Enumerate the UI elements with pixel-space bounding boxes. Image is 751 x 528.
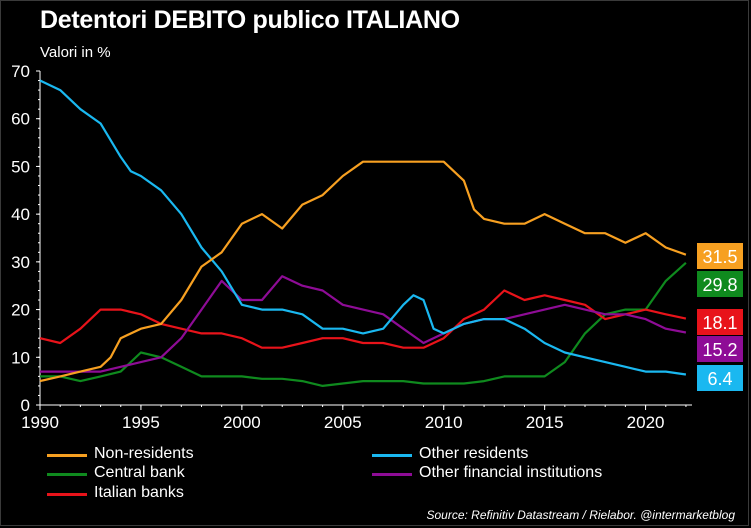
- x-tick-label: 2000: [223, 413, 261, 432]
- series-line-central-bank: [40, 261, 687, 387]
- end-value-box: [697, 336, 743, 362]
- series-line-non-residents: [39, 160, 687, 383]
- end-value-box: [697, 271, 743, 297]
- end-value-label: 31.5: [702, 247, 737, 267]
- x-tick-label: 2005: [324, 413, 362, 432]
- series-line-other-financial-institutions: [40, 275, 687, 373]
- y-tick-label: 0: [21, 396, 30, 415]
- end-value-label: 29.8: [702, 275, 737, 295]
- y-tick-label: 70: [11, 62, 30, 81]
- x-tick-label: 2015: [526, 413, 564, 432]
- series-line-other-residents: [39, 79, 687, 376]
- legend-swatch: [47, 454, 87, 457]
- y-tick-label: 50: [11, 157, 30, 176]
- x-tick-label: 1990: [21, 413, 59, 432]
- chart-subtitle: Valori in %: [40, 44, 111, 61]
- y-tick-label: 40: [11, 205, 30, 224]
- y-tick-label: 60: [11, 110, 30, 129]
- legend-label: Other residents: [419, 445, 529, 462]
- source-note: Source: Refinitiv Datastream / Rielabor.…: [426, 508, 735, 522]
- y-tick-label: 10: [11, 348, 30, 367]
- end-value-box: [697, 365, 743, 391]
- legend-label: Other financial institutions: [419, 464, 603, 481]
- legend-swatch: [47, 493, 87, 496]
- x-tick-label: 1995: [122, 413, 160, 432]
- legend-swatch: [372, 454, 412, 457]
- legend-label: Central bank: [94, 464, 185, 481]
- y-tick-label: 30: [11, 253, 30, 272]
- y-tick-label: 20: [11, 301, 30, 320]
- x-tick-label: 2020: [627, 413, 665, 432]
- end-value-label: 15.2: [702, 340, 737, 360]
- legend-label: Italian banks: [94, 484, 184, 501]
- legend-swatch: [372, 473, 412, 476]
- end-value-label: 18.1: [702, 313, 737, 333]
- series-line-italian-banks: [39, 289, 687, 349]
- end-value-label: 6.4: [707, 369, 732, 389]
- end-value-box: [697, 309, 743, 335]
- x-tick-label: 2010: [425, 413, 463, 432]
- legend-label: Non-residents: [94, 445, 194, 462]
- legend-swatch: [47, 473, 87, 476]
- chart-title: Detentori DEBITO publico ITALIANO: [40, 6, 460, 34]
- end-value-box: [697, 243, 743, 269]
